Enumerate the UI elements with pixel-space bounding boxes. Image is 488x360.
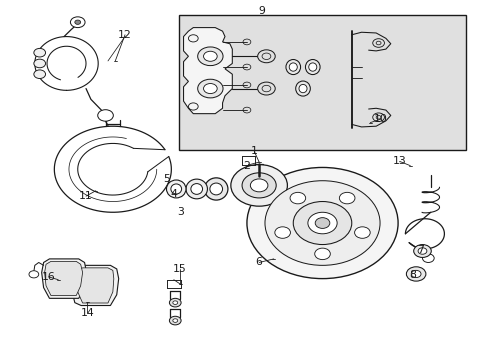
Text: 15: 15 [173, 264, 186, 274]
Circle shape [422, 254, 433, 262]
Ellipse shape [190, 184, 202, 194]
Text: 12: 12 [118, 30, 132, 40]
Text: 11: 11 [79, 191, 93, 201]
Ellipse shape [185, 179, 207, 199]
Circle shape [372, 113, 384, 122]
Circle shape [34, 70, 45, 78]
Text: 5: 5 [163, 174, 169, 184]
Circle shape [410, 270, 420, 278]
Circle shape [289, 192, 305, 204]
Circle shape [34, 48, 45, 57]
Circle shape [75, 20, 81, 24]
Circle shape [169, 298, 181, 307]
Circle shape [339, 192, 354, 204]
Text: 3: 3 [177, 207, 184, 217]
Text: 13: 13 [392, 156, 406, 166]
Ellipse shape [288, 63, 297, 71]
Polygon shape [77, 268, 114, 303]
Circle shape [413, 244, 430, 257]
Text: 4: 4 [170, 189, 177, 199]
Text: 16: 16 [41, 272, 55, 282]
Circle shape [70, 17, 85, 28]
Ellipse shape [170, 184, 181, 194]
Circle shape [203, 51, 217, 61]
Circle shape [246, 167, 397, 279]
Polygon shape [44, 261, 82, 296]
Text: 7: 7 [417, 245, 424, 255]
Polygon shape [183, 28, 232, 114]
Circle shape [315, 218, 329, 228]
Ellipse shape [285, 59, 300, 75]
Text: 2: 2 [243, 161, 250, 171]
Circle shape [169, 316, 181, 325]
Ellipse shape [166, 180, 185, 198]
Circle shape [242, 173, 276, 198]
Circle shape [250, 179, 267, 192]
Ellipse shape [305, 59, 320, 75]
Circle shape [372, 39, 384, 47]
Text: 9: 9 [258, 6, 264, 17]
Text: 10: 10 [373, 114, 387, 124]
Ellipse shape [308, 63, 316, 71]
Circle shape [293, 202, 351, 244]
Circle shape [307, 212, 336, 234]
Circle shape [274, 227, 290, 238]
Circle shape [230, 165, 287, 206]
Circle shape [417, 248, 426, 254]
Circle shape [197, 79, 223, 98]
Circle shape [406, 267, 425, 281]
Ellipse shape [295, 81, 310, 96]
Ellipse shape [209, 183, 222, 195]
Circle shape [257, 82, 275, 95]
Bar [178, 15, 466, 149]
Polygon shape [41, 259, 86, 298]
Circle shape [172, 301, 177, 305]
Circle shape [98, 110, 113, 121]
Text: 14: 14 [81, 308, 94, 318]
Text: 6: 6 [255, 257, 262, 267]
Text: 1: 1 [250, 146, 257, 156]
Circle shape [34, 59, 45, 68]
Circle shape [29, 271, 39, 278]
Ellipse shape [204, 178, 227, 200]
Polygon shape [73, 265, 119, 306]
Text: 8: 8 [408, 270, 415, 280]
Circle shape [197, 47, 223, 66]
Circle shape [172, 319, 177, 322]
Ellipse shape [298, 84, 306, 93]
Circle shape [264, 181, 379, 265]
Circle shape [203, 84, 217, 94]
Circle shape [354, 227, 369, 238]
Circle shape [314, 248, 330, 260]
Circle shape [257, 50, 275, 63]
